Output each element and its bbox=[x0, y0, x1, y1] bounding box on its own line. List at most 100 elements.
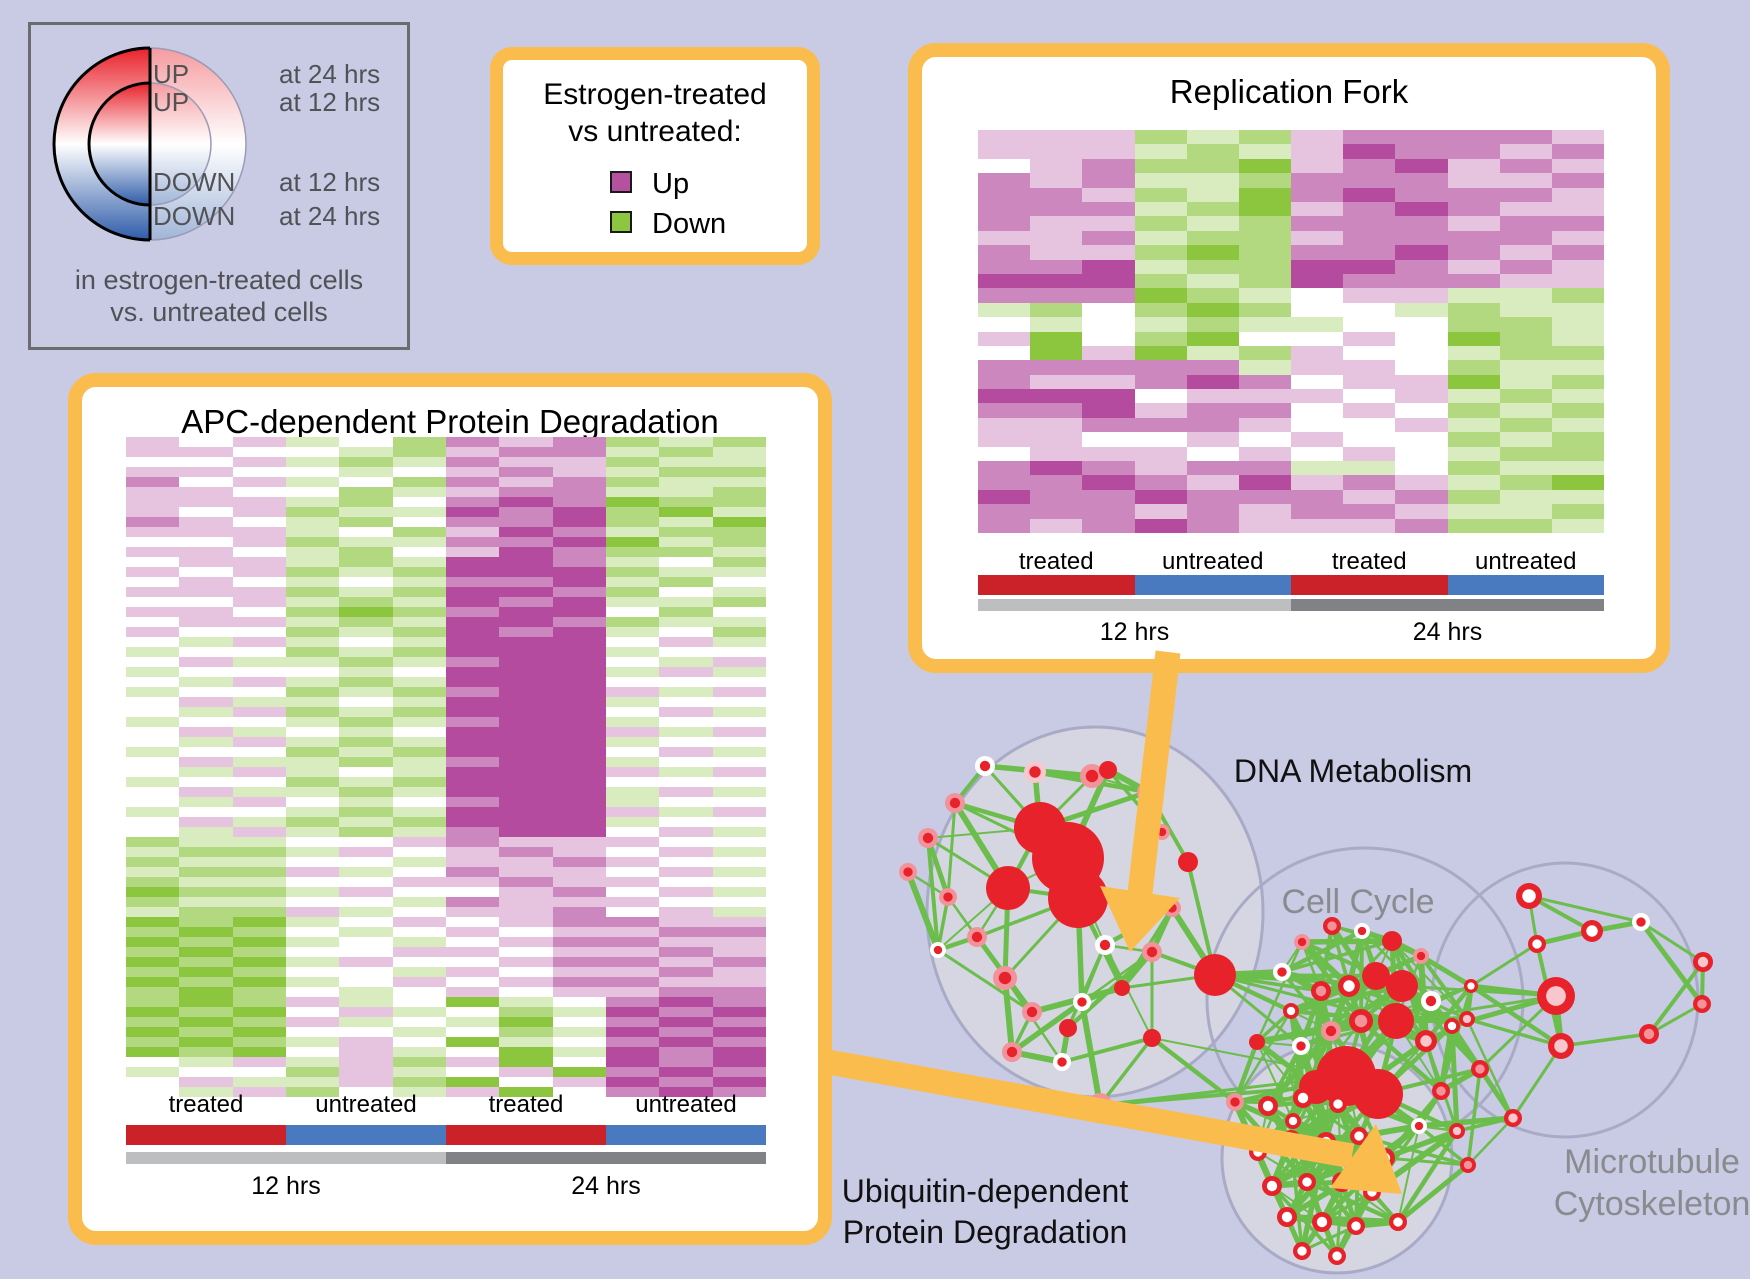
heatmap-cell bbox=[605, 497, 660, 507]
network-edge bbox=[1400, 984, 1482, 1071]
heatmap-cell bbox=[499, 487, 553, 497]
heatmap-cell bbox=[1291, 259, 1344, 274]
heatmap-cell bbox=[1499, 417, 1552, 433]
heatmap-cell bbox=[499, 857, 553, 867]
heatmap-cell bbox=[1030, 201, 1083, 217]
network-edge bbox=[937, 887, 1009, 951]
heatmap-cell bbox=[659, 537, 713, 547]
heatmap-cell bbox=[499, 527, 553, 537]
heatmap-cell bbox=[978, 345, 1031, 361]
heatmap-cell bbox=[552, 807, 606, 817]
heatmap-cell bbox=[712, 607, 766, 617]
heatmap-cell bbox=[605, 657, 660, 667]
network-edge bbox=[1102, 942, 1125, 991]
heatmap-cell bbox=[339, 717, 393, 727]
network-node-ring bbox=[1002, 1042, 1022, 1062]
network-node-core bbox=[1320, 1136, 1332, 1148]
network-edge bbox=[1304, 1179, 1340, 1259]
heatmap-cell bbox=[552, 877, 606, 887]
heatmap-cell bbox=[392, 717, 446, 727]
heatmap-cell bbox=[1499, 475, 1552, 490]
heatmap-cell bbox=[605, 647, 660, 657]
network-node-ring bbox=[1080, 764, 1104, 788]
network-node-ring bbox=[1349, 1009, 1373, 1033]
network-node-core bbox=[1452, 1126, 1462, 1136]
heatmap-cell bbox=[1186, 302, 1239, 318]
heatmap-cell bbox=[978, 518, 1031, 533]
heatmap-cell bbox=[285, 677, 340, 687]
ubiquitin-label-line2: Protein Degradation bbox=[842, 1214, 1128, 1250]
network-node-ring bbox=[1312, 1212, 1332, 1232]
network-edge bbox=[1318, 988, 1341, 1107]
heatmap-cell bbox=[978, 245, 1031, 260]
network-edge bbox=[1299, 1219, 1325, 1254]
heatmap-cell bbox=[339, 1007, 393, 1017]
network-node-core bbox=[1467, 982, 1475, 990]
heatmap-cell bbox=[1447, 259, 1500, 274]
network-edge bbox=[1151, 1037, 1347, 1077]
network-edge bbox=[1424, 1017, 1469, 1043]
heatmap-cell bbox=[179, 827, 233, 837]
heatmap-cell bbox=[445, 747, 500, 757]
network-edge bbox=[1298, 1043, 1329, 1145]
heatmap-cell bbox=[659, 787, 713, 797]
heatmap-cell bbox=[499, 437, 553, 447]
heatmap-cell bbox=[445, 947, 500, 957]
heatmap-cell bbox=[392, 1007, 446, 1017]
network-edge bbox=[1269, 1133, 1362, 1189]
heatmap-cell bbox=[712, 697, 766, 707]
heatmap-cell bbox=[1447, 403, 1500, 418]
network-edge bbox=[1356, 1123, 1422, 1139]
heatmap-cell bbox=[659, 827, 713, 837]
network-edge bbox=[1438, 1066, 1483, 1094]
network-edge bbox=[1255, 940, 1304, 1044]
heatmap-cell bbox=[1030, 245, 1083, 260]
heatmap-cell bbox=[1447, 360, 1500, 375]
rf-time-label: 12 hrs bbox=[1099, 618, 1170, 646]
heatmap-cell bbox=[1030, 331, 1083, 346]
network-edge bbox=[1319, 974, 1378, 993]
heatmap-cell bbox=[712, 1087, 766, 1097]
heatmap-cell bbox=[232, 887, 286, 897]
heatmap-cell bbox=[1499, 273, 1552, 289]
heatmap-cell bbox=[659, 567, 713, 577]
network-edge bbox=[1345, 1075, 1379, 1095]
heatmap-cell bbox=[605, 1037, 660, 1047]
network-node-core bbox=[1367, 1187, 1377, 1197]
network-edge bbox=[1288, 983, 1405, 1014]
heatmap-cell bbox=[712, 757, 766, 767]
network-edge bbox=[1281, 941, 1303, 973]
heatmap-cell bbox=[285, 957, 340, 967]
heatmap-cell bbox=[1238, 302, 1291, 318]
network-edge bbox=[1394, 954, 1423, 1023]
network-edge bbox=[1325, 1141, 1357, 1227]
heatmap-cell bbox=[392, 1067, 446, 1077]
heatmap-cell bbox=[1238, 360, 1291, 375]
heatmap-cell bbox=[1499, 259, 1552, 274]
network-edge bbox=[1299, 1139, 1329, 1254]
heatmap-cell bbox=[445, 1037, 500, 1047]
network-edge bbox=[1535, 920, 1643, 946]
heatmap-cell bbox=[659, 867, 713, 877]
network-edge bbox=[1559, 1032, 1651, 1048]
network-node-core bbox=[1142, 786, 1154, 798]
heatmap-cell bbox=[1186, 216, 1239, 231]
heatmap-cell bbox=[232, 937, 286, 947]
heatmap-cell bbox=[285, 707, 340, 717]
heatmap-cell bbox=[1395, 374, 1448, 390]
heatmap-cell bbox=[1291, 331, 1344, 346]
apc-heatmap bbox=[126, 437, 766, 1097]
network-edge bbox=[1256, 1044, 1303, 1154]
network-node-core bbox=[1006, 1046, 1018, 1058]
network-edge bbox=[1289, 1138, 1304, 1253]
heatmap-cell bbox=[1343, 317, 1396, 332]
heatmap-cell bbox=[552, 857, 606, 867]
heatmap-cell bbox=[1030, 374, 1083, 390]
heatmap-cell bbox=[126, 447, 180, 457]
heatmap-cell bbox=[1551, 345, 1604, 361]
heatmap-cell bbox=[339, 897, 393, 907]
heatmap-cell bbox=[179, 797, 233, 807]
heatmap-cell bbox=[1499, 158, 1552, 174]
network-edge bbox=[1284, 1133, 1362, 1220]
heatmap-cell bbox=[232, 507, 286, 517]
